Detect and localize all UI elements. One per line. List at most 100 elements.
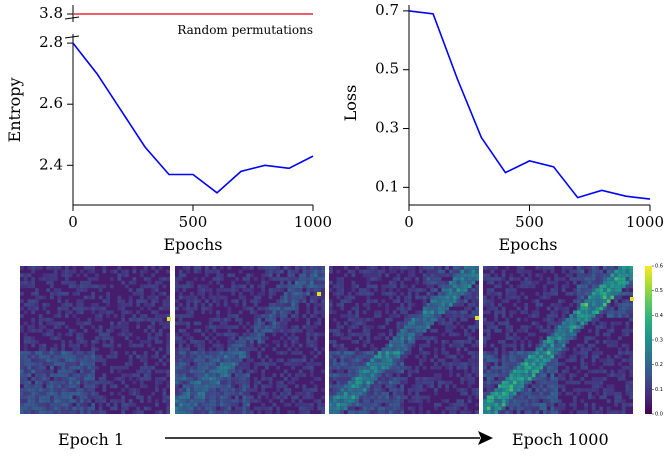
- heatmap-cell: [389, 354, 393, 359]
- heatmap-cell: [573, 328, 577, 333]
- heatmap-cell: [445, 325, 449, 329]
- heatmap-cell: [68, 388, 73, 392]
- heatmap-cell: [355, 377, 359, 381]
- heatmap-cell: [576, 380, 581, 385]
- heatmap-cell: [629, 354, 633, 359]
- heatmap-cell: [178, 358, 183, 363]
- heatmap-cell: [606, 277, 611, 281]
- heatmap-cell: [321, 299, 325, 303]
- heatmap-cell: [505, 373, 510, 377]
- heatmap-cell: [332, 373, 337, 377]
- heatmap-cell: [272, 325, 277, 329]
- heatmap-cell: [347, 406, 352, 411]
- heatmap-cell: [471, 343, 476, 348]
- heatmap-cell: [250, 369, 254, 374]
- heatmap-cell: [610, 325, 615, 329]
- heatmap-cell: [208, 388, 213, 392]
- heatmap-cell: [460, 388, 464, 392]
- heatmap-cell: [61, 351, 65, 355]
- heatmap-cell: [441, 269, 446, 274]
- heatmap-cell: [329, 269, 333, 274]
- heatmap-cell: [464, 402, 468, 407]
- heatmap-cell: [178, 273, 183, 278]
- heatmap-cell: [46, 369, 50, 374]
- heatmap-cell: [65, 362, 69, 366]
- heatmap-cell: [355, 384, 359, 389]
- heatmap-cell: [265, 273, 269, 278]
- heatmap-cell: [494, 406, 498, 411]
- heatmap-cell: [501, 340, 506, 344]
- heatmap-cell: [524, 377, 528, 381]
- heatmap-cell: [283, 310, 288, 315]
- heatmap-cell: [147, 343, 152, 348]
- heatmap-cell: [117, 266, 122, 270]
- heatmap-cell: [486, 388, 491, 392]
- heatmap-cell: [162, 354, 167, 359]
- heatmap-cell: [193, 358, 198, 363]
- heatmap-cell: [306, 388, 310, 392]
- heatmap-cell: [98, 377, 103, 381]
- heatmap-cell: [471, 369, 476, 374]
- heatmap-cell: [261, 402, 265, 407]
- heatmap-cell: [23, 369, 28, 374]
- heatmap-cell: [524, 306, 528, 311]
- heatmap-cell: [445, 291, 449, 296]
- heatmap-cell: [528, 391, 532, 396]
- heatmap-cell: [35, 306, 39, 311]
- heatmap-cell: [151, 317, 155, 322]
- heatmap-cell: [347, 269, 352, 274]
- heatmap-cell: [238, 391, 243, 396]
- heatmap-cell: [483, 399, 487, 403]
- heatmap-cell: [430, 377, 434, 381]
- heatmap-cell: [76, 399, 80, 403]
- heatmap-cell: [419, 321, 423, 326]
- heatmap-cell: [212, 299, 217, 303]
- heatmap-cell: [591, 336, 596, 340]
- heatmap-cell: [359, 399, 363, 403]
- heatmap-cell: [595, 377, 600, 381]
- heatmap-cell: [20, 284, 24, 289]
- heatmap-cell: [246, 384, 250, 389]
- heatmap-cell: [42, 373, 47, 377]
- heatmap-cell: [535, 410, 540, 414]
- heatmap-cell: [76, 388, 80, 392]
- heatmap-cell: [143, 284, 148, 289]
- heatmap-cell: [400, 399, 404, 403]
- heatmap-cell: [158, 340, 163, 344]
- heatmap-cell: [38, 321, 43, 326]
- heatmap-cell: [498, 358, 502, 363]
- heatmap-cell: [57, 354, 62, 359]
- heatmap-cell: [197, 402, 202, 407]
- heatmap-cell: [50, 295, 54, 300]
- heatmap-cell: [31, 395, 35, 400]
- heatmap-cell: [261, 284, 265, 289]
- heatmap-cell: [475, 321, 479, 326]
- heatmap-cell: [83, 295, 88, 300]
- heatmap-cell: [606, 362, 611, 366]
- heatmap-cell: [261, 266, 265, 270]
- heatmap-cell: [313, 266, 318, 270]
- heatmap-cell: [344, 406, 348, 411]
- heatmap-cell: [426, 410, 431, 414]
- heatmap-cell: [250, 340, 254, 344]
- heatmap-cell: [546, 314, 551, 318]
- heatmap-panel-4: [483, 266, 633, 414]
- heatmap-cell: [268, 295, 273, 300]
- heatmap-cell: [23, 362, 28, 366]
- heatmap-cell: [193, 410, 198, 414]
- heatmap-cell: [584, 410, 588, 414]
- heatmap-cell: [366, 340, 371, 344]
- heatmap-cell: [591, 299, 596, 303]
- heatmap-cell: [193, 299, 198, 303]
- heatmap-cell: [175, 362, 179, 366]
- heatmap-cell: [535, 358, 540, 363]
- heatmap-cell: [486, 266, 491, 270]
- heatmap-cell: [329, 306, 333, 311]
- heatmap-cell: [389, 295, 393, 300]
- epoch-start-label: Epoch 1: [58, 430, 124, 449]
- heatmap-cell: [366, 369, 371, 374]
- heatmap-cell: [276, 288, 280, 292]
- heatmap-cell: [460, 362, 464, 366]
- heatmap-cell: [329, 310, 333, 315]
- heatmap-cell: [606, 343, 611, 348]
